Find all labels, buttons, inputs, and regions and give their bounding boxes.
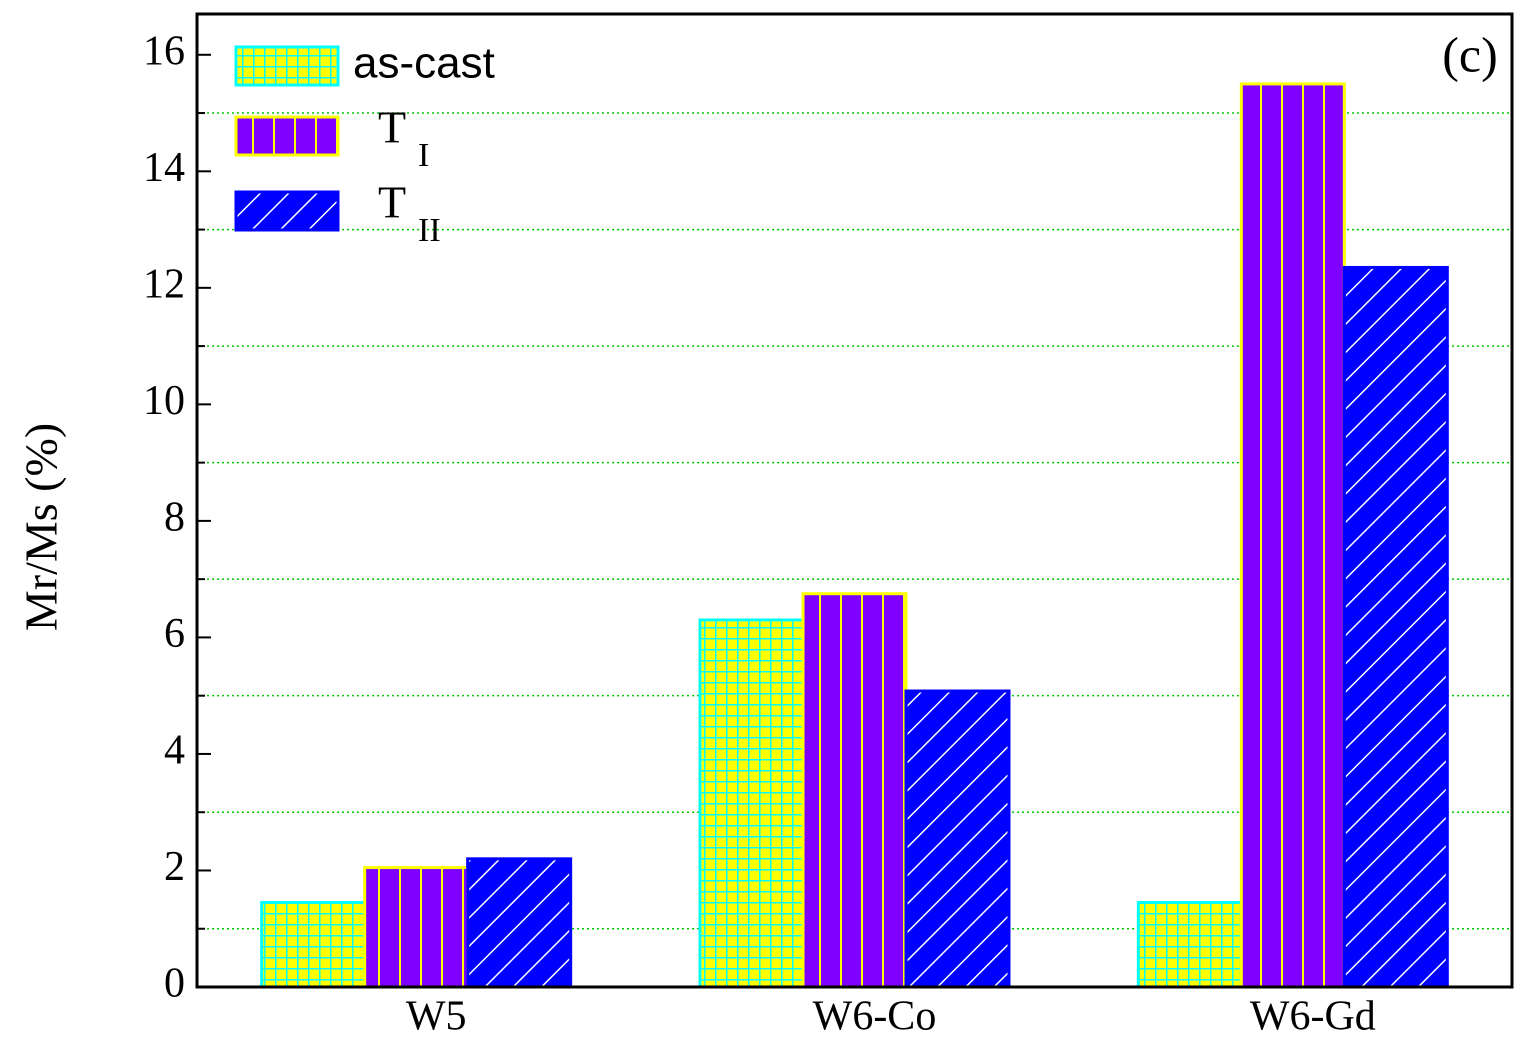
panel-label: (c) — [1442, 26, 1498, 82]
y-tick-label: 12 — [143, 261, 185, 307]
y-tick-label: 6 — [164, 611, 185, 657]
legend-label: T — [378, 177, 406, 228]
x-tick-label: W6-Gd — [1250, 994, 1376, 1040]
y-tick-label: 0 — [164, 961, 185, 1007]
legend-swatch — [234, 115, 340, 157]
bar — [801, 592, 908, 989]
y-tick-label: 14 — [143, 145, 185, 191]
y-tick-label: 2 — [164, 844, 185, 890]
x-tick-label: W6-Co — [813, 994, 937, 1040]
legend-subscript: II — [418, 212, 441, 249]
legend-swatch — [234, 45, 340, 87]
y-tick-label: 10 — [143, 378, 185, 424]
y-tick-label: 8 — [164, 495, 185, 541]
legend-label: T — [378, 102, 406, 153]
y-axis-label: Mr/Ms (%) — [16, 423, 67, 631]
bar — [904, 689, 1011, 989]
legend-subscript: I — [418, 137, 429, 174]
plot-frame — [195, 12, 1514, 989]
y-tick-label: 16 — [143, 28, 185, 74]
bar — [466, 857, 573, 989]
bar — [260, 901, 367, 989]
legend-label: as-cast — [353, 39, 495, 88]
bar — [1239, 82, 1346, 989]
bar — [363, 866, 470, 989]
bar — [1342, 265, 1449, 989]
legend-swatch — [234, 190, 340, 232]
y-tick-label: 4 — [164, 728, 185, 774]
bar — [698, 618, 805, 989]
bar — [1136, 901, 1243, 989]
x-tick-label: W5 — [406, 994, 467, 1040]
